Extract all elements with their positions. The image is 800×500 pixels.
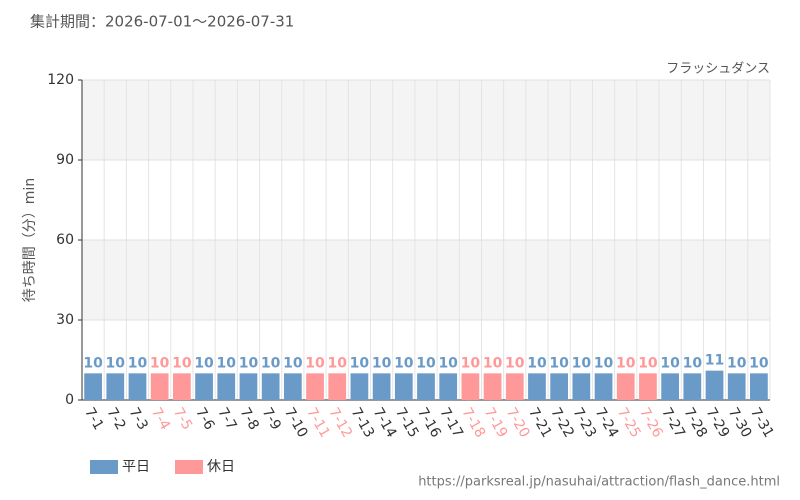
y-tick-label: 0: [65, 392, 74, 408]
bar: [106, 373, 125, 400]
bar: [461, 373, 480, 400]
data-label: 10: [527, 355, 547, 371]
bar: [594, 373, 613, 400]
x-tick-label: 7-5: [170, 405, 195, 433]
grid-band: [82, 160, 770, 240]
bar: [639, 373, 657, 400]
data-label: 10: [372, 355, 392, 371]
bar: [572, 373, 591, 400]
legend-swatch: [175, 460, 203, 474]
data-label: 10: [616, 355, 636, 371]
bar: [616, 373, 635, 400]
grid-band: [82, 240, 770, 320]
legend-label: 平日: [122, 459, 150, 475]
bar: [727, 373, 746, 400]
bar: [283, 373, 302, 400]
bar: [483, 373, 502, 400]
bar: [372, 373, 391, 400]
data-label: 10: [638, 355, 658, 371]
bar: [239, 373, 258, 400]
data-label: 10: [261, 355, 281, 371]
data-label: 10: [350, 355, 370, 371]
chart-subtitle: 集計期間：2026-07-01～2026-07-31: [30, 13, 294, 31]
legend-label: 休日: [207, 459, 235, 475]
data-label: 10: [305, 355, 325, 371]
data-label: 10: [150, 355, 170, 371]
bar: [750, 373, 768, 400]
bar: [394, 373, 413, 400]
x-tick-label: 7-7: [214, 405, 239, 433]
data-label: 10: [749, 355, 769, 371]
data-label: 10: [106, 355, 126, 371]
y-tick-label: 30: [56, 312, 74, 328]
y-tick-label: 90: [56, 152, 74, 168]
data-label: 10: [727, 355, 747, 371]
bar: [150, 373, 169, 400]
y-axis-label: 待ち時間（分）min: [22, 178, 38, 302]
data-label: 10: [283, 355, 303, 371]
x-tick-label: 7-31: [747, 405, 777, 441]
bar: [550, 373, 569, 400]
bar: [417, 373, 435, 400]
bar: [172, 373, 191, 400]
data-label: 10: [416, 355, 436, 371]
source-url: https://parksreal.jp/nasuhai/attraction/…: [418, 475, 780, 490]
bar: [439, 373, 458, 400]
data-label: 10: [683, 355, 703, 371]
bar: [350, 373, 369, 400]
data-label: 10: [239, 355, 259, 371]
x-tick-label: 7-4: [148, 405, 173, 433]
bar: [261, 373, 280, 400]
bar: [195, 373, 213, 400]
data-label: 10: [128, 355, 148, 371]
data-label: 10: [594, 355, 614, 371]
bar: [661, 373, 680, 400]
y-tick-label: 60: [56, 232, 74, 248]
data-label: 10: [461, 355, 481, 371]
bar: [683, 373, 702, 400]
x-tick-label: 7-8: [237, 405, 262, 433]
data-label: 10: [83, 355, 103, 371]
x-tick-label: 7-2: [103, 405, 128, 433]
data-label: 10: [327, 355, 347, 371]
data-label: 10: [217, 355, 237, 371]
data-label: 10: [394, 355, 414, 371]
bar: [505, 373, 524, 400]
bar: [128, 373, 147, 400]
x-tick-label: 7-9: [259, 405, 284, 433]
bar: [84, 373, 102, 400]
chart-title: フラッシュダンス: [666, 62, 770, 77]
data-label: 10: [572, 355, 592, 371]
data-label: 10: [549, 355, 569, 371]
bar: [528, 373, 546, 400]
data-label: 11: [705, 353, 724, 369]
x-tick-label: 7-1: [81, 405, 106, 433]
data-label: 10: [172, 355, 192, 371]
data-label: 10: [505, 355, 525, 371]
bar: [705, 370, 724, 400]
data-label: 10: [438, 355, 458, 371]
x-tick-label: 7-3: [126, 405, 151, 433]
bar: [217, 373, 236, 400]
data-label: 10: [483, 355, 503, 371]
grid-band: [82, 80, 770, 160]
y-tick-label: 120: [47, 72, 74, 88]
x-tick-label: 7-6: [192, 405, 217, 433]
legend-swatch: [90, 460, 118, 474]
bar: [328, 373, 347, 400]
bar: [306, 373, 324, 400]
data-label: 10: [660, 355, 680, 371]
data-label: 10: [194, 355, 214, 371]
